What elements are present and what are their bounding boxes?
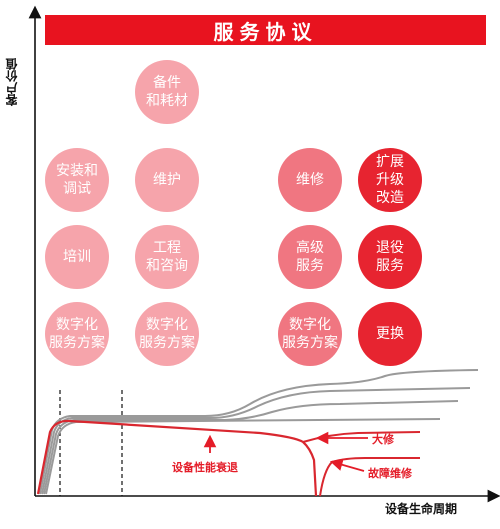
service-repair: 维修 [278, 148, 342, 212]
service-label-line: 数字化 [146, 317, 188, 333]
value-curve-low [43, 400, 459, 495]
service-label-line: 备件 [153, 75, 181, 91]
performance-curve [36, 419, 318, 497]
service-label-line: 服务 [296, 258, 324, 274]
service-label-line: 和耗材 [146, 93, 188, 109]
service-label-line: 服务方案 [49, 335, 105, 351]
service-label-line: 高级 [296, 240, 324, 256]
service-label: 数字化 服务方案 [135, 316, 199, 352]
service-label-line: 服务方案 [282, 335, 338, 351]
annotation-degradation: 设备性能衰退 [172, 461, 238, 474]
service-label-line: 改造 [376, 190, 404, 206]
service-label-line: 调试 [63, 181, 91, 197]
service-label-line: 服务方案 [139, 335, 195, 351]
service-label: 数字化 服务方案 [278, 316, 342, 352]
service-label-line: 数字化 [289, 317, 331, 333]
service-label: 扩展 升级 改造 [372, 153, 408, 207]
service-engineering: 工程 和咨询 [135, 225, 199, 289]
service-advanced: 高级 服务 [278, 225, 342, 289]
annotation-overhaul: 大修 [372, 433, 394, 446]
service-label: 工程 和咨询 [142, 239, 192, 275]
service-label-line: 工程 [153, 240, 181, 256]
service-label-line: 和咨询 [146, 258, 188, 274]
service-label: 备件 和耗材 [142, 74, 192, 110]
service-installation: 安装和 调试 [45, 148, 109, 212]
title-text: 服务协议 [213, 19, 318, 44]
service-label-line: 扩展 [376, 154, 404, 170]
service-label-line: 升级 [376, 172, 404, 188]
service-label: 高级 服务 [292, 239, 328, 275]
service-training: 培训 [45, 225, 109, 289]
service-replacement: 更换 [358, 302, 422, 366]
repair-arrow [329, 458, 365, 472]
value-curve-top [39, 369, 479, 495]
service-label: 维修 [296, 172, 324, 188]
service-digital-3: 数字化 服务方案 [278, 302, 342, 366]
service-label: 退役 服务 [372, 239, 408, 275]
service-digital-2: 数字化 服务方案 [135, 302, 199, 366]
service-label: 安装和 调试 [52, 162, 102, 198]
service-upgrade: 扩展 升级 改造 [358, 148, 422, 212]
service-maintenance: 维护 [135, 148, 199, 212]
service-spare-parts: 备件 和耗材 [135, 60, 199, 124]
service-label: 培训 [63, 249, 91, 265]
service-label-line: 服务 [376, 258, 404, 274]
overhaul-curve [302, 431, 421, 443]
x-axis-label: 设备生命周期 [385, 502, 458, 516]
service-label: 更换 [376, 326, 404, 342]
service-label-line: 数字化 [56, 317, 98, 333]
service-digital-1: 数字化 服务方案 [45, 302, 109, 366]
service-label: 数字化 服务方案 [45, 316, 109, 352]
annotation-fault-repair: 故障维修 [368, 467, 412, 480]
service-label-line: 安装和 [56, 163, 98, 179]
service-label-line: 退役 [376, 240, 404, 256]
title-banner: 服务协议 [45, 15, 486, 45]
service-retirement: 退役 服务 [358, 225, 422, 289]
service-label: 维护 [153, 172, 181, 188]
